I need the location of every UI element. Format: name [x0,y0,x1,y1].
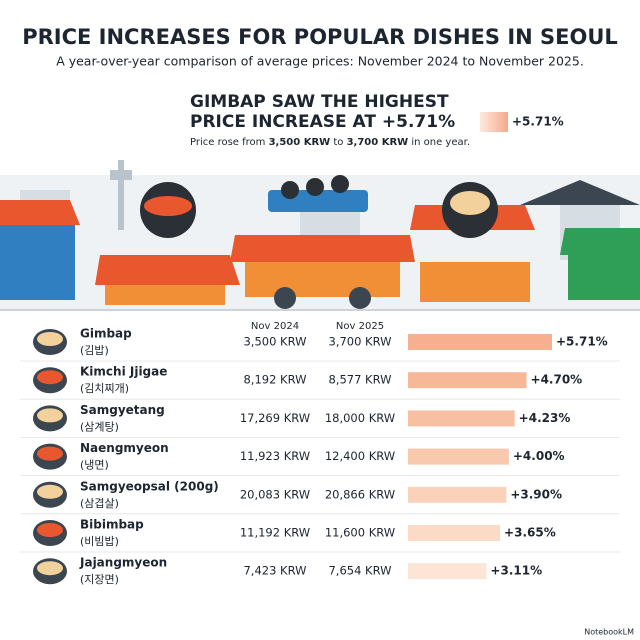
price-2025: 11,600 KRW [325,526,395,540]
price-2024: 20,083 KRW [240,487,310,501]
price-2024: 11,923 KRW [240,449,310,463]
price-2025: 7,654 KRW [328,564,391,578]
dish-name: Kimchi Jjigae [80,365,167,379]
dish-icon [37,446,63,461]
change-label: +3.90% [510,487,562,501]
street-illustration [0,160,640,311]
dish-icon [37,523,63,537]
dish-korean: (삼겹살) [80,497,119,510]
dish-name: Samgyetang [80,403,165,417]
dish-name: Bibimbap [80,518,144,532]
price-2024: 3,500 KRW [243,335,306,349]
column-header: Nov 2024 [251,321,299,332]
headline: PRICE INCREASE AT +5.71% [190,112,455,132]
price-2025: 3,700 KRW [328,335,391,349]
change-label: +3.65% [504,526,556,540]
change-bar [408,448,509,465]
change-label: +4.23% [519,411,571,425]
price-2025: 12,400 KRW [325,449,395,463]
title: PRICE INCREASES FOR POPULAR DISHES IN SE… [22,25,618,49]
footer: NotebookLM [584,628,634,637]
change-bar [408,334,552,350]
price-2025: 8,577 KRW [328,373,391,387]
dish-name: Naengmyeon [80,441,169,455]
price-2024: 17,269 KRW [240,411,310,425]
price-2024: 8,192 KRW [243,373,306,387]
dish-icon [37,484,63,499]
dish-icon [37,370,63,385]
subtitle: A year-over-year comparison of average p… [56,54,584,69]
change-label: +5.71% [556,335,608,349]
dish-korean: (김밥) [80,344,109,357]
change-bar [408,410,515,427]
dish-name: Gimbap [80,327,132,341]
price-2024: 7,423 KRW [243,564,306,578]
price-2024: 11,192 KRW [240,526,310,540]
price-2025: 20,866 KRW [325,487,395,501]
note-part: 3,500 KRW [269,137,331,148]
dish-korean: (삼계탕) [80,420,119,433]
dish-korean: (김치찌개) [80,382,129,395]
change-bar [408,486,507,503]
dish-korean: (지장면) [80,573,119,586]
change-bar [408,372,527,389]
dish-korean: (냉면) [80,459,109,472]
note-part: Price rose from [190,137,269,148]
change-label: +4.00% [513,449,565,463]
highlight-note: Price rose from 3,500 KRW to 3,700 KRW i… [190,137,470,148]
table: Nov 2024 Nov 2025 Gimbap (김밥) 3,500 KRW 3,700… [20,321,620,586]
price-2025: 18,000 KRW [325,411,395,425]
change-label: +4.70% [531,373,583,387]
dish-icon [37,332,63,346]
change-bar [408,525,501,541]
headline: GIMBAP SAW THE HIGHEST [190,92,449,112]
change-label: +3.11% [490,564,542,578]
dish-icon [37,408,63,423]
highlight-bar [480,112,508,132]
note-part: in one year. [408,137,470,148]
dish-korean: (비빔밥) [80,535,119,548]
column-header: Nov 2025 [336,321,384,332]
highlight-label: +5.71% [512,115,564,129]
note-part: 3,700 KRW [347,137,409,148]
note-part: to [330,137,346,148]
dish-name: Jajangmyeon [79,556,167,570]
dish-icon [37,561,63,576]
change-bar [408,563,487,580]
dish-name: Samgyeopsal (200g) [80,479,219,493]
